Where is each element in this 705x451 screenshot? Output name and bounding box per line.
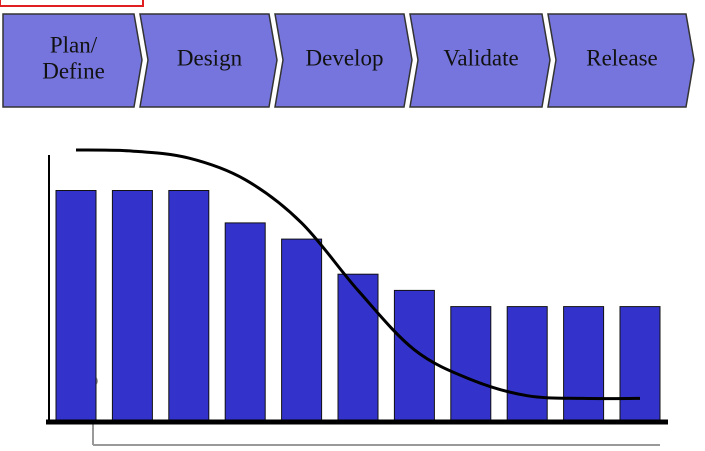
bar [393,289,435,421]
bar [337,273,379,421]
stage-label: Plan/ [50,32,98,57]
bar [563,306,605,421]
stage-label: Define [42,58,105,83]
stage-label: Validate [443,45,518,70]
selection-box [0,0,144,7]
stage-label: Design [177,45,243,70]
stage-chevron [139,13,278,108]
chart [46,148,668,446]
process-stages: Plan/Define Design Develop Validate Release [2,13,695,108]
stage-chevron [547,13,695,108]
bar [281,238,323,421]
bar [619,306,661,421]
bar [55,190,97,421]
stage-chevron [274,13,413,108]
stage-chevron [2,13,143,108]
bar [224,222,266,421]
bar [168,190,210,421]
bar [506,306,548,421]
bar [450,306,492,421]
stage-label: Develop [306,45,384,70]
stage-chevron [409,13,551,108]
bar [111,190,153,421]
stage-label: Release [586,45,658,70]
trend-curve [75,148,641,401]
